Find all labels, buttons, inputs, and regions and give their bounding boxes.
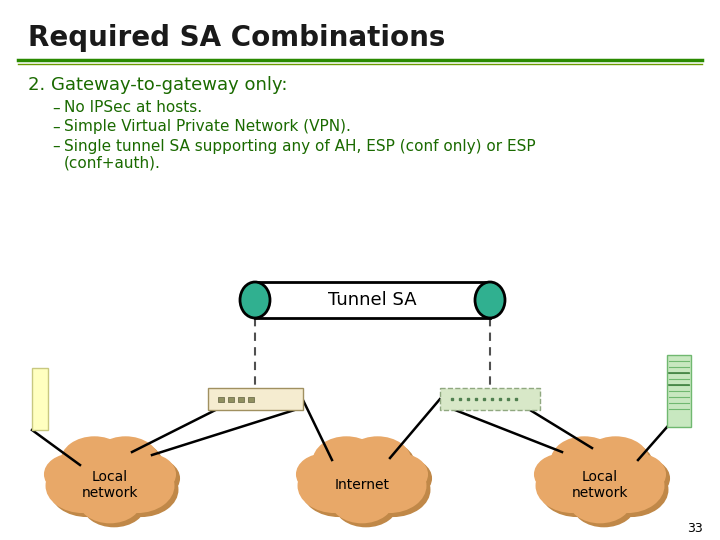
Ellipse shape [613, 457, 670, 499]
Ellipse shape [96, 440, 163, 490]
Ellipse shape [119, 454, 176, 495]
Ellipse shape [60, 436, 128, 485]
Ellipse shape [312, 436, 380, 485]
Ellipse shape [538, 457, 595, 499]
Text: Local
network: Local network [82, 470, 138, 500]
Ellipse shape [375, 457, 432, 499]
Ellipse shape [82, 480, 146, 528]
Text: Internet: Internet [335, 478, 390, 492]
Ellipse shape [78, 476, 143, 523]
Ellipse shape [356, 462, 431, 517]
Ellipse shape [609, 454, 666, 495]
Ellipse shape [599, 479, 601, 481]
Bar [248, 396, 253, 402]
Ellipse shape [365, 483, 367, 485]
Ellipse shape [65, 440, 132, 490]
Ellipse shape [44, 454, 101, 495]
Ellipse shape [296, 454, 354, 495]
Ellipse shape [348, 440, 415, 490]
Ellipse shape [554, 440, 622, 490]
Text: Tunnel SA: Tunnel SA [328, 291, 417, 309]
Ellipse shape [45, 458, 120, 513]
Bar [32, 368, 48, 430]
Ellipse shape [568, 476, 632, 523]
Ellipse shape [113, 483, 115, 485]
Text: 33: 33 [688, 522, 703, 535]
Ellipse shape [109, 479, 111, 481]
Ellipse shape [536, 458, 611, 513]
Ellipse shape [361, 479, 363, 481]
Ellipse shape [99, 458, 174, 513]
Ellipse shape [240, 282, 270, 318]
Ellipse shape [371, 454, 428, 495]
Ellipse shape [572, 480, 636, 528]
Ellipse shape [302, 462, 377, 517]
Ellipse shape [300, 457, 357, 499]
Ellipse shape [344, 436, 411, 485]
Ellipse shape [317, 440, 384, 490]
Text: No IPSec at hosts.: No IPSec at hosts. [64, 100, 202, 116]
Ellipse shape [104, 462, 179, 517]
Ellipse shape [475, 282, 505, 318]
Ellipse shape [330, 476, 395, 523]
Bar [667, 355, 691, 427]
Bar [207, 388, 302, 410]
Bar [255, 282, 490, 318]
Text: Local
network: Local network [572, 470, 629, 500]
Ellipse shape [123, 457, 180, 499]
Ellipse shape [351, 458, 426, 513]
Ellipse shape [551, 436, 618, 485]
Bar [238, 396, 243, 402]
Ellipse shape [539, 462, 614, 517]
Ellipse shape [50, 462, 125, 517]
Ellipse shape [91, 436, 159, 485]
Ellipse shape [297, 458, 372, 513]
Text: Simple Virtual Private Network (VPN).: Simple Virtual Private Network (VPN). [64, 119, 351, 134]
Text: –: – [52, 100, 60, 116]
Ellipse shape [603, 483, 605, 485]
Bar [217, 396, 223, 402]
Ellipse shape [590, 458, 665, 513]
Ellipse shape [534, 454, 591, 495]
Text: Required SA Combinations: Required SA Combinations [28, 24, 446, 52]
Text: 2. Gateway-to-gateway only:: 2. Gateway-to-gateway only: [28, 76, 287, 94]
Bar [440, 388, 540, 410]
Text: Single tunnel SA supporting any of AH, ESP (conf only) or ESP: Single tunnel SA supporting any of AH, E… [64, 138, 536, 153]
Text: –: – [52, 138, 60, 153]
Ellipse shape [586, 440, 654, 490]
Ellipse shape [582, 436, 649, 485]
Bar [228, 396, 233, 402]
Text: (conf+auth).: (conf+auth). [64, 156, 161, 171]
Ellipse shape [334, 480, 398, 528]
Ellipse shape [593, 462, 668, 517]
Text: –: – [52, 119, 60, 134]
Ellipse shape [48, 457, 105, 499]
